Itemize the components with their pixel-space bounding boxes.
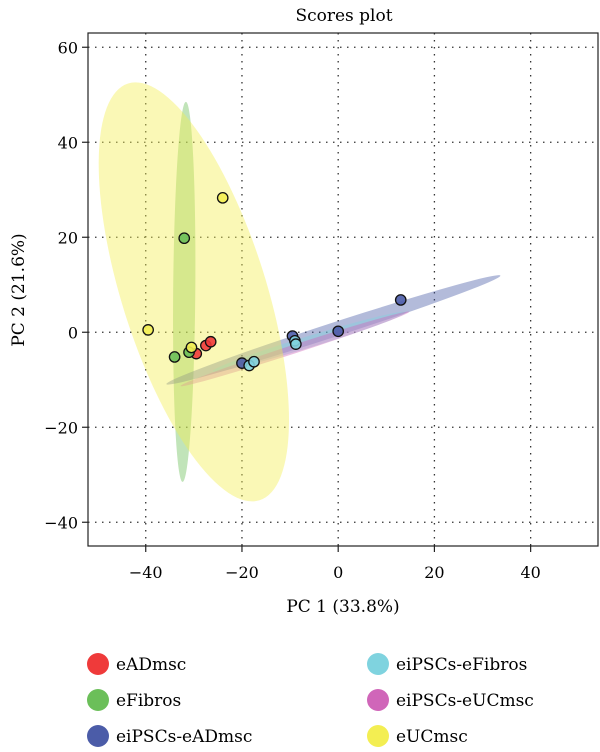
legend-label: eiPSCs-eUCmsc <box>396 691 534 711</box>
x-axis-label: PC 1 (33.8%) <box>286 597 399 617</box>
legend-swatch <box>87 689 109 711</box>
legend-swatch <box>367 689 389 711</box>
y-tick-label: 60 <box>58 38 78 57</box>
legend-label: eiPSCs-eFibros <box>396 655 527 675</box>
legend-label: eiPSCs-eADmsc <box>116 727 252 747</box>
data-point-eipscs-eadmsc <box>332 325 345 338</box>
y-tick-label: 0 <box>68 323 78 342</box>
x-tick-label: 40 <box>520 563 540 582</box>
legend-label: eFibros <box>116 691 181 711</box>
data-point-efibros <box>178 232 191 245</box>
x-tick-label: 20 <box>424 563 444 582</box>
plot-frame <box>87 32 599 547</box>
x-tick-label: −40 <box>129 563 163 582</box>
legend-swatch <box>367 725 389 747</box>
x-tick-label: −20 <box>225 563 259 582</box>
confidence-ellipses <box>98 82 501 502</box>
legend-swatch <box>87 725 109 747</box>
legend-label: eADmsc <box>116 655 186 675</box>
y-tick-label: −20 <box>44 418 78 437</box>
data-points <box>142 191 407 372</box>
data-point-eadmsc <box>204 335 217 348</box>
legend-swatch <box>87 653 109 675</box>
y-tick-label: −40 <box>44 513 78 532</box>
axis-ticks: −40 −20 0 20 40 −40 −20 0 20 40 60 <box>44 38 541 582</box>
ellipse-eucmsc <box>98 82 290 502</box>
chart-title: Scores plot <box>295 6 392 26</box>
legend-label: eUCmsc <box>396 727 468 747</box>
grid <box>88 33 598 546</box>
data-point-eucmsc <box>142 324 154 336</box>
ellipse-efibros <box>173 101 196 482</box>
data-point-efibros <box>168 351 181 363</box>
ellipse-eipscs-efibros <box>212 311 406 372</box>
x-tick-label: 0 <box>333 563 343 582</box>
data-point-eucmsc <box>216 191 229 204</box>
data-point-eipscs-efibros <box>248 355 260 368</box>
legend-swatch <box>367 653 389 675</box>
data-point-eucmsc <box>185 341 198 354</box>
y-tick-label: 20 <box>58 228 78 247</box>
legend: eADmsc eFibros eiPSCs-eADmsc eiPSCs-eFibros… <box>87 653 534 747</box>
data-point-eipscs-efibros <box>289 338 302 350</box>
data-point-eipscs-eadmsc <box>394 294 407 306</box>
y-tick-label: 40 <box>58 133 78 152</box>
y-axis-label: PC 2 (21.6%) <box>9 233 29 346</box>
